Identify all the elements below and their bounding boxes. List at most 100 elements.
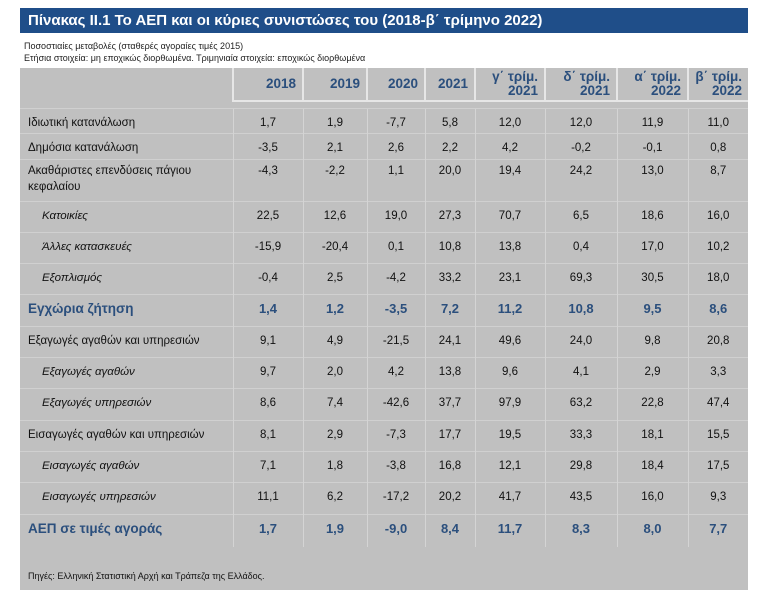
column-header: δ΄ τρίμ. 2021 — [544, 68, 617, 102]
cell-value: 63,2 — [544, 388, 617, 421]
cell-value: 47,4 — [687, 388, 748, 421]
cell-value: 6,2 — [302, 482, 367, 515]
cell-value: 8,6 — [232, 388, 303, 421]
cell-value: 0,8 — [687, 133, 748, 160]
cell-value: 18,6 — [616, 201, 688, 233]
cell-value: 4,1 — [544, 357, 617, 389]
cell-value: 9,7 — [232, 357, 303, 389]
column-header: β΄ τρίμ. 2022 — [687, 68, 748, 102]
cell-value: 10,8 — [544, 294, 617, 327]
cell-value: -21,5 — [366, 326, 425, 358]
cell-value: 19,5 — [474, 420, 545, 452]
table-row: Εισαγωγές αγαθών 7,1 1,8 -3,8 16,8 12,1 29,8 18… — [20, 451, 748, 483]
cell-value: 29,8 — [544, 451, 617, 483]
cell-value: -3,5 — [232, 133, 303, 160]
cell-value: 7,2 — [424, 294, 475, 327]
table-row: Εισαγωγές υπηρεσιών 11,1 6,2 -17,2 20,2 41,7 4… — [20, 482, 748, 515]
header-blank — [20, 68, 233, 101]
cell-value: 9,1 — [232, 326, 303, 358]
cell-value: 27,3 — [424, 201, 475, 233]
cell-value: 49,6 — [474, 326, 545, 358]
cell-value: 12,0 — [474, 108, 545, 134]
table-row: Εισαγωγές αγαθών και υπηρεσιών 8,1 2,9 -7,3… — [20, 420, 748, 452]
column-header: 2019 — [302, 68, 367, 102]
column-header-period: γ΄ τρίμ. — [492, 69, 538, 84]
cell-value: 37,7 — [424, 388, 475, 421]
cell-value: 0,4 — [544, 232, 617, 264]
subtitle-notes: Ετήσια στοιχεία: μη εποχικώς διορθωμένα.… — [24, 53, 366, 63]
column-header: α΄ τρίμ. 2022 — [616, 68, 688, 102]
cell-value: 2,0 — [302, 357, 367, 389]
table-row: Εξοπλισμός -0,4 2,5 -4,2 33,2 23,1 69,3 30,5 18,… — [20, 263, 748, 295]
row-label: Δημόσια κατανάλωση — [20, 133, 233, 160]
cell-value: -2,2 — [302, 159, 367, 202]
cell-value: 10,8 — [424, 232, 475, 264]
cell-value: 41,7 — [474, 482, 545, 515]
cell-value: 7,7 — [687, 514, 748, 547]
cell-value: 22,8 — [616, 388, 688, 421]
cell-value: -7,3 — [366, 420, 425, 452]
cell-value: 1,1 — [366, 159, 425, 202]
cell-value: 2,2 — [424, 133, 475, 160]
cell-value: 19,4 — [474, 159, 545, 202]
cell-value: -4,3 — [232, 159, 303, 202]
cell-value: -0,2 — [544, 133, 617, 160]
table-row: Δημόσια κατανάλωση -3,5 2,1 2,6 2,2 4,2 -0,2 -0… — [20, 133, 748, 160]
cell-value: -0,4 — [232, 263, 303, 295]
cell-value: 43,5 — [544, 482, 617, 515]
column-header-year: 2022 — [650, 83, 681, 98]
cell-value: 9,5 — [616, 294, 688, 327]
table-title: Πίνακας ΙΙ.1 Το ΑΕΠ και οι κύριες συνιστ… — [20, 8, 748, 33]
cell-value: 1,9 — [302, 514, 367, 547]
column-header-year: 2021 — [507, 83, 538, 98]
cell-value: 23,1 — [474, 263, 545, 295]
table-row: Ακαθάριστες επενδύσεις πάγιου κεφαλαίου -… — [20, 159, 748, 202]
cell-value: 9,3 — [687, 482, 748, 515]
cell-value: 13,8 — [424, 357, 475, 389]
table-row: Εξαγωγές υπηρεσιών 8,6 7,4 -42,6 37,7 97,9 63,… — [20, 388, 748, 421]
cell-value: 8,6 — [687, 294, 748, 327]
cell-value: 13,0 — [616, 159, 688, 202]
column-header-period: δ΄ τρίμ. — [563, 69, 610, 84]
cell-value: 2,9 — [616, 357, 688, 389]
cell-value: 4,2 — [366, 357, 425, 389]
cell-value: -7,7 — [366, 108, 425, 134]
cell-value: 10,2 — [687, 232, 748, 264]
cell-value: -0,1 — [616, 133, 688, 160]
row-label: Ιδιωτική κατανάλωση — [20, 108, 233, 134]
table-row: Κατοικίες 22,5 12,6 19,0 27,3 70,7 6,5 18,6 16,0 — [20, 201, 748, 233]
cell-value: -3,5 — [366, 294, 425, 327]
row-label: ΑΕΠ σε τιμές αγοράς — [20, 514, 233, 547]
cell-value: 1,7 — [232, 108, 303, 134]
row-label: Άλλες κατασκευές — [20, 232, 233, 264]
cell-value: 1,8 — [302, 451, 367, 483]
cell-value: 8,3 — [544, 514, 617, 547]
cell-value: 4,2 — [474, 133, 545, 160]
cell-value: 8,0 — [616, 514, 688, 547]
column-header-year: 2022 — [711, 83, 742, 98]
cell-value: 33,3 — [544, 420, 617, 452]
subtitle-units: Ποσοστιαίες μεταβολές (σταθερές αγοραίες… — [24, 41, 244, 51]
cell-value: 17,0 — [616, 232, 688, 264]
table-row: Εξαγωγές αγαθών και υπηρεσιών 9,1 4,9 -21,5… — [20, 326, 748, 358]
cell-value: 11,0 — [687, 108, 748, 134]
cell-value: 8,4 — [424, 514, 475, 547]
cell-value: 3,3 — [687, 357, 748, 389]
column-header-year: 2021 — [579, 83, 610, 98]
cell-value: 6,5 — [544, 201, 617, 233]
table-row: Εγχώρια ζήτηση 1,4 1,2 -3,5 7,2 11,2 10,8 9,5 8,… — [20, 294, 748, 327]
cell-value: 19,0 — [366, 201, 425, 233]
column-header: 2021 — [424, 68, 475, 102]
cell-value: 22,5 — [232, 201, 303, 233]
table-row: Ιδιωτική κατανάλωση 1,7 1,9 -7,7 5,8 12,0 12,0… — [20, 108, 748, 134]
data-table: 2018 2019 2020 2021 γ΄ τρίμ. 2021 δ΄ τρίμ. 2021… — [20, 68, 748, 590]
cell-value: 17,7 — [424, 420, 475, 452]
cell-value: 33,2 — [424, 263, 475, 295]
cell-value: 18,0 — [687, 263, 748, 295]
cell-value: 2,5 — [302, 263, 367, 295]
cell-value: 17,5 — [687, 451, 748, 483]
cell-value: 7,1 — [232, 451, 303, 483]
cell-value: 1,7 — [232, 514, 303, 547]
cell-value: 12,0 — [544, 108, 617, 134]
cell-value: 9,8 — [616, 326, 688, 358]
